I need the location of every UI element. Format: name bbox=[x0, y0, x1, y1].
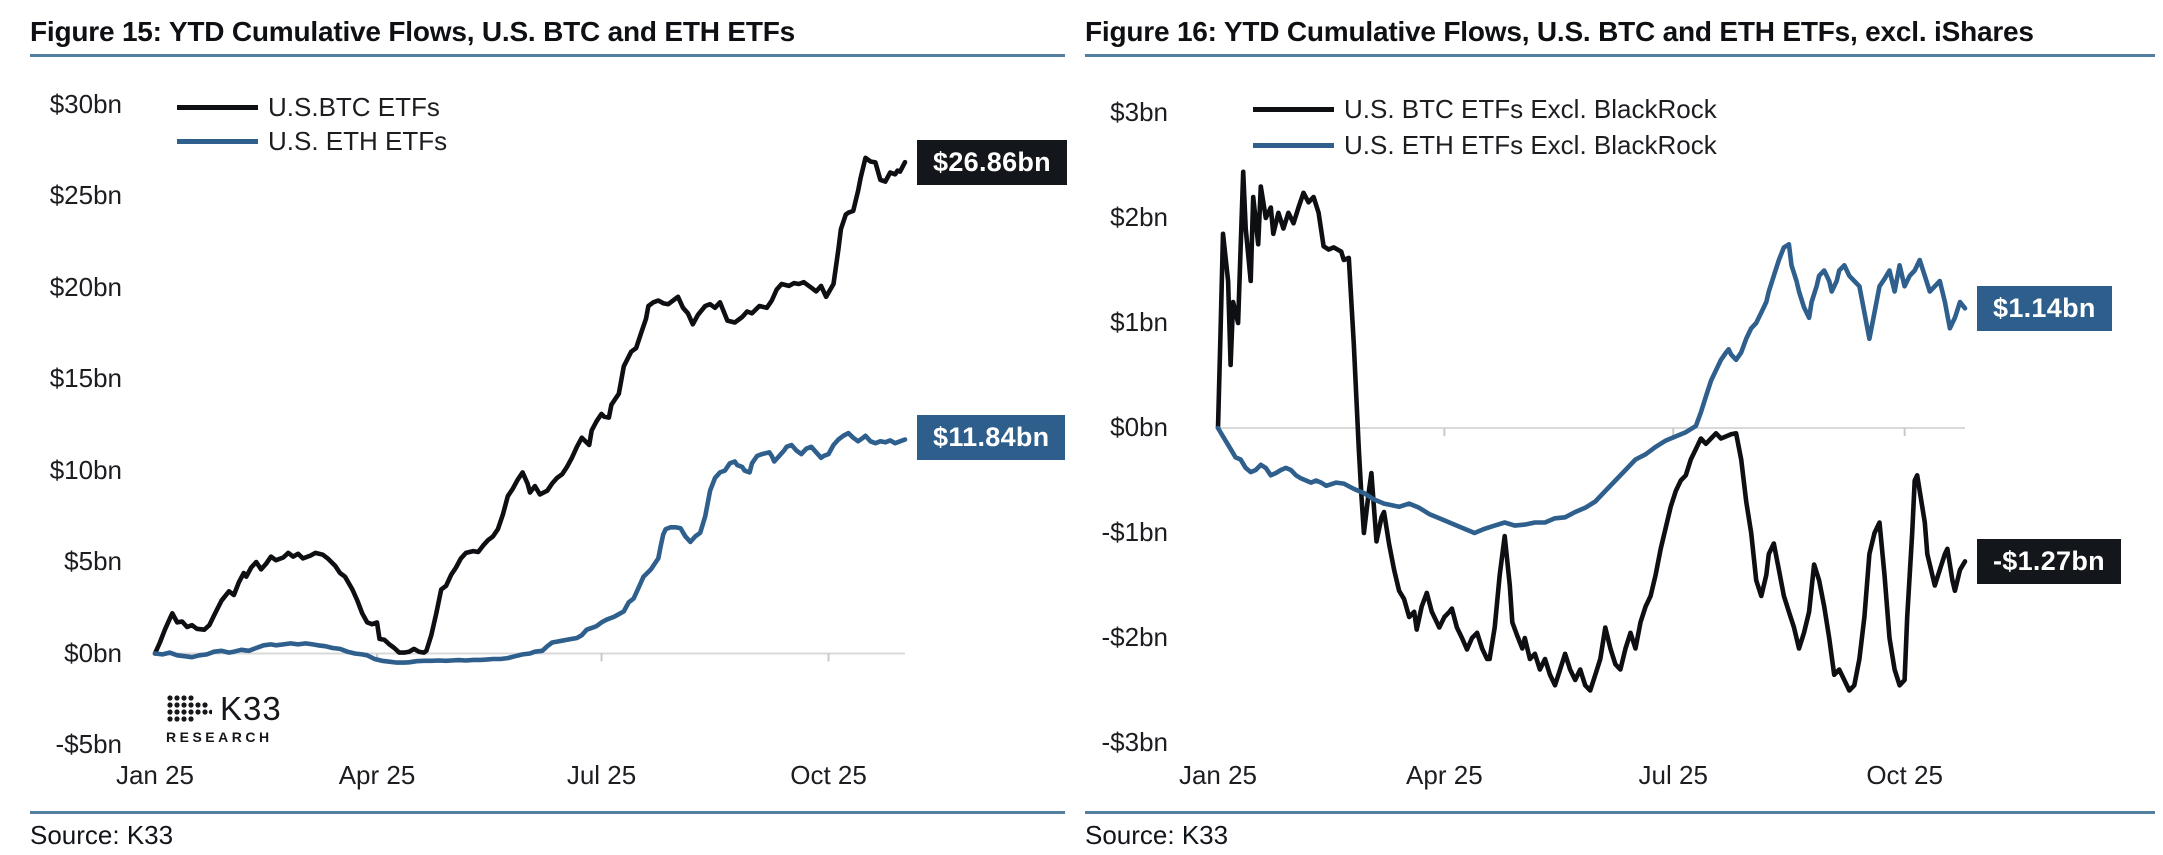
figure15-title: Figure 15: YTD Cumulative Flows, U.S. BT… bbox=[30, 16, 796, 47]
x-tick-label: Jul 25 bbox=[566, 760, 637, 790]
y-tick-label: $25bn bbox=[49, 180, 122, 211]
figure15-source: Source: K33 bbox=[30, 820, 174, 850]
btc-end-value-callout: -$1.27bn bbox=[1977, 539, 2121, 584]
x-tick-label: Oct 25 bbox=[1866, 760, 1943, 790]
x-tick-label: Apr 25 bbox=[1406, 760, 1483, 790]
btc-line-swatch-icon bbox=[1253, 107, 1334, 112]
legend-label: U.S. ETH ETFs Excl. BlackRock bbox=[1344, 130, 1717, 160]
y-tick-label: $0bn bbox=[64, 637, 122, 668]
figure15-title-rule bbox=[30, 54, 1065, 57]
y-tick-label: -$3bn bbox=[1101, 727, 1169, 757]
figure15-legend-item-btc: U.S.BTC ETFs bbox=[177, 92, 440, 123]
y-tick-label: $1bn bbox=[1110, 307, 1168, 337]
legend-label: U.S. BTC ETFs Excl. BlackRock bbox=[1344, 94, 1717, 124]
y-tick-label: -$5bn bbox=[55, 728, 123, 759]
y-tick-label: $0bn bbox=[1110, 412, 1168, 442]
figure15-legend-item-eth: U.S. ETH ETFs bbox=[177, 126, 447, 157]
y-tick-label: $15bn bbox=[49, 363, 122, 394]
eth-line-swatch-icon bbox=[1253, 143, 1334, 148]
y-tick-label: $3bn bbox=[1110, 97, 1168, 127]
x-tick-label: Jan 25 bbox=[115, 760, 195, 790]
y-tick-label: -$2bn bbox=[1101, 622, 1169, 652]
y-tick-label: $5bn bbox=[64, 546, 122, 577]
x-tick-label: Jan 25 bbox=[1178, 760, 1258, 790]
eth-line-swatch-icon bbox=[177, 139, 258, 144]
y-tick-label: $30bn bbox=[49, 88, 122, 119]
y-tick-label: $20bn bbox=[49, 271, 122, 302]
x-tick-label: Apr 25 bbox=[338, 760, 416, 790]
k33-research-logo: K33 RESEARCH bbox=[166, 690, 282, 745]
x-tick-label: Jul 25 bbox=[1638, 760, 1708, 790]
figure16-source: Source: K33 bbox=[1085, 820, 1229, 850]
btc-end-value-callout: $26.86bn bbox=[917, 140, 1067, 185]
y-tick-label: $2bn bbox=[1110, 202, 1168, 232]
k33-logo-text: K33 bbox=[220, 690, 282, 727]
legend-label: U.S. ETH ETFs bbox=[268, 126, 448, 156]
k33-logo-subtext: RESEARCH bbox=[166, 729, 273, 745]
figure16-title: Figure 16: YTD Cumulative Flows, U.S. BT… bbox=[1085, 16, 2034, 47]
legend-label: U.S.BTC ETFs bbox=[268, 92, 440, 122]
eth-end-value-callout: $11.84bn bbox=[917, 415, 1066, 460]
figure15-bottom-divider bbox=[30, 811, 1065, 814]
x-tick-label: Oct 25 bbox=[790, 760, 867, 790]
k33-dots-icon bbox=[167, 695, 212, 722]
y-tick-label: -$1bn bbox=[1101, 517, 1169, 547]
figure16-title-rule bbox=[1085, 54, 2155, 57]
btc-line-swatch-icon bbox=[177, 105, 258, 110]
figure16-bottom-divider bbox=[1085, 811, 2155, 814]
figure16-legend-item-btc: U.S. BTC ETFs Excl. BlackRock bbox=[1253, 94, 1717, 125]
eth-end-value-callout: $1.14bn bbox=[1977, 286, 2112, 331]
figure16-legend-item-eth: U.S. ETH ETFs Excl. BlackRock bbox=[1253, 130, 1717, 161]
y-tick-label: $10bn bbox=[49, 454, 122, 485]
